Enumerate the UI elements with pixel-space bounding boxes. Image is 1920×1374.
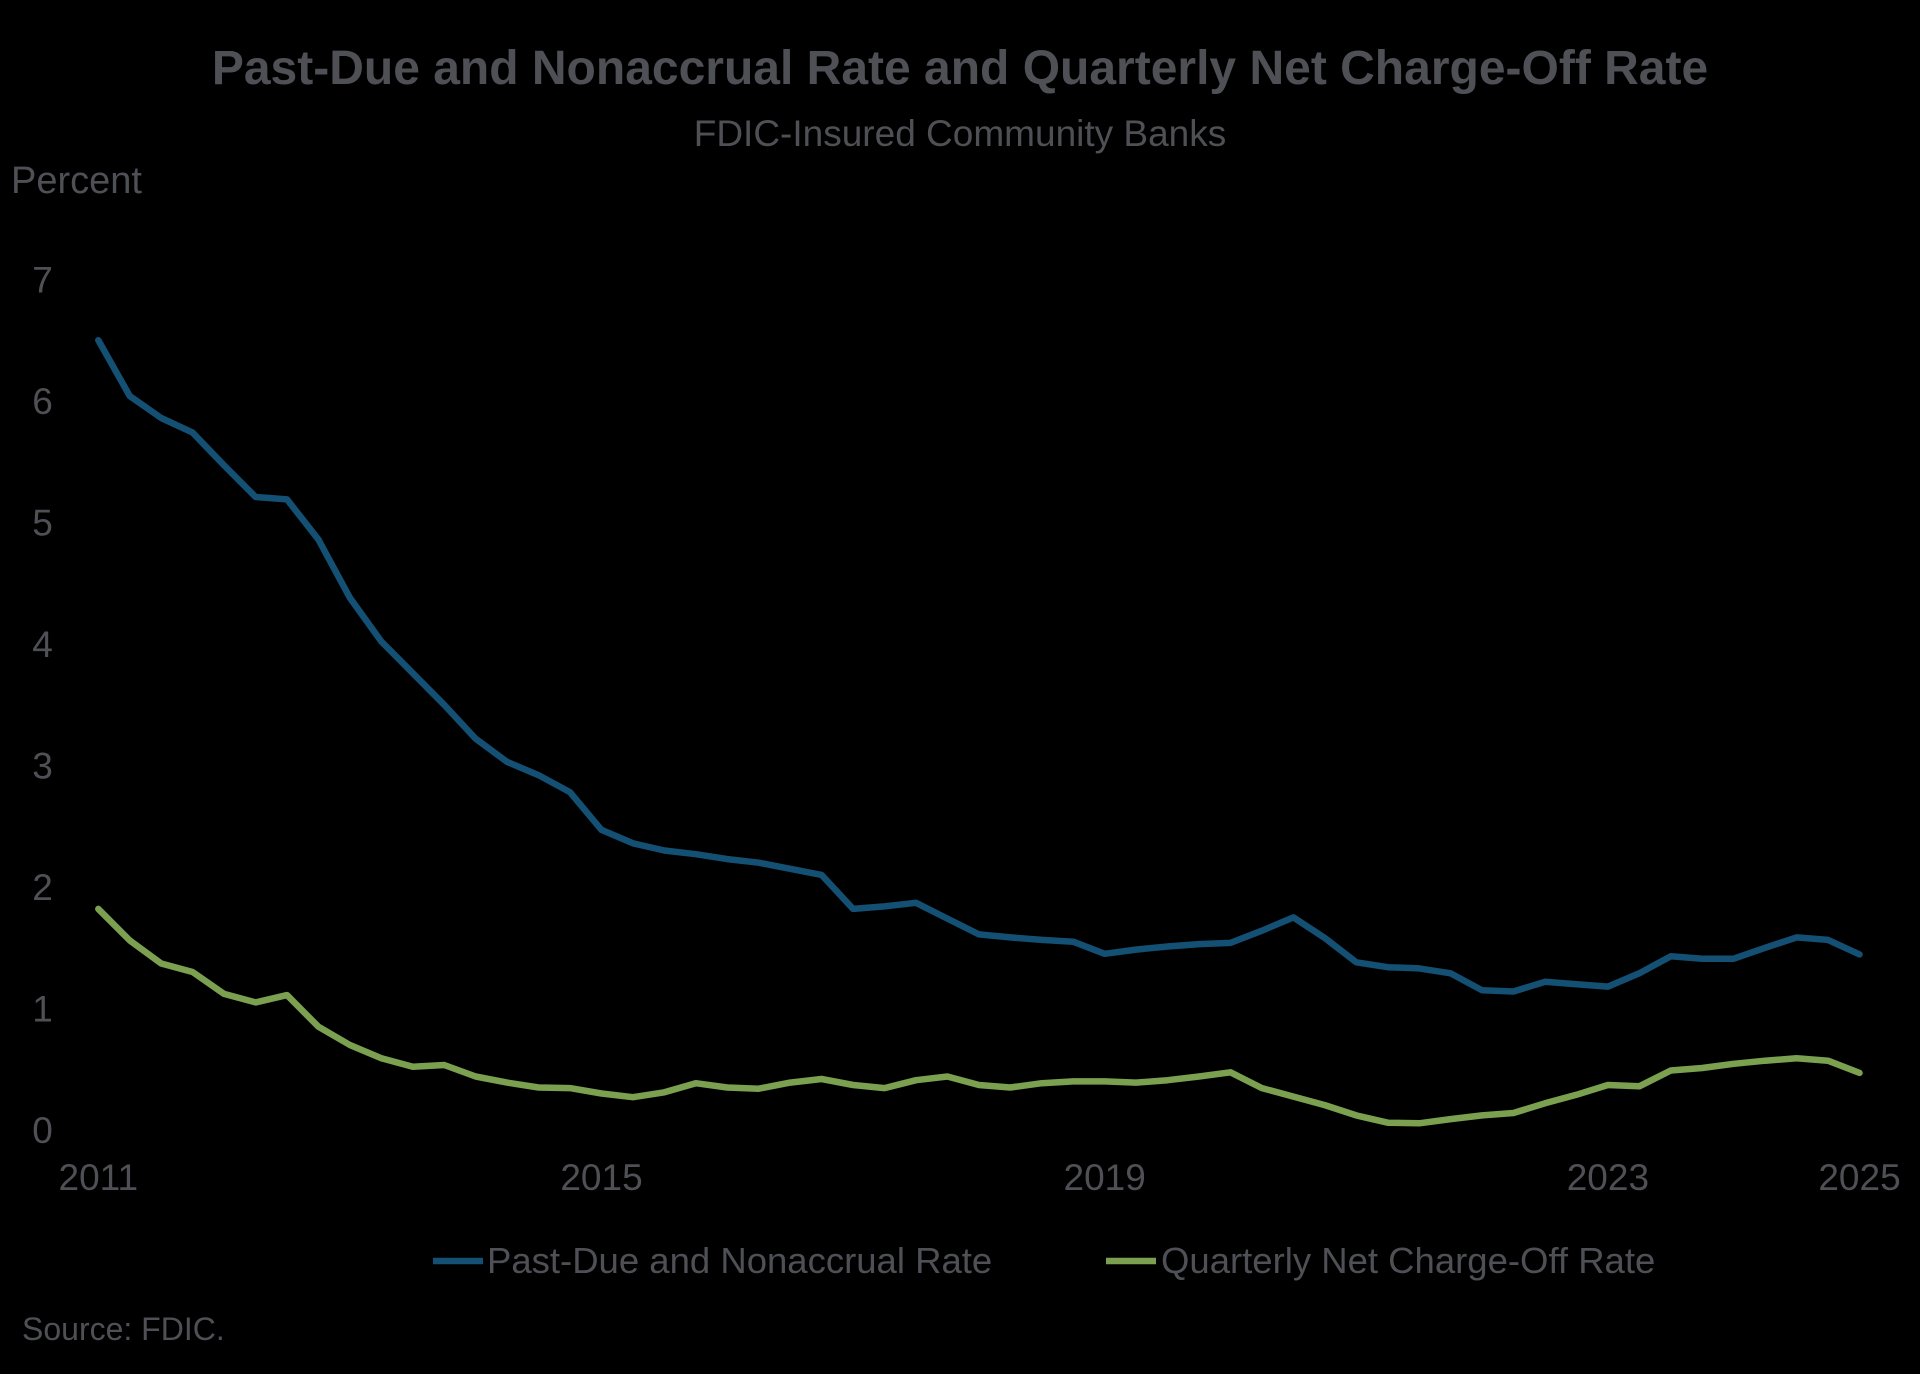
- svg-text:2011: 2011: [59, 1157, 139, 1198]
- svg-text:Percent: Percent: [11, 160, 142, 202]
- svg-text:6: 6: [32, 381, 53, 422]
- svg-text:3: 3: [32, 746, 53, 787]
- svg-text:7: 7: [32, 260, 53, 301]
- svg-text:0: 0: [32, 1110, 53, 1151]
- svg-text:FDIC-Insured Community Banks: FDIC-Insured Community Banks: [694, 113, 1227, 154]
- svg-text:2023: 2023: [1567, 1157, 1649, 1198]
- svg-text:1: 1: [32, 989, 53, 1030]
- svg-text:Quarterly Net Charge-Off Rate: Quarterly Net Charge-Off Rate: [1161, 1240, 1655, 1281]
- svg-text:2019: 2019: [1064, 1157, 1146, 1198]
- svg-text:2025: 2025: [1818, 1157, 1900, 1198]
- svg-text:2015: 2015: [560, 1157, 642, 1198]
- svg-text:2: 2: [32, 867, 53, 908]
- svg-text:5: 5: [32, 503, 53, 544]
- svg-text:Source: FDIC.: Source: FDIC.: [22, 1311, 225, 1347]
- svg-text:Past-Due and Nonaccrual Rate: Past-Due and Nonaccrual Rate: [487, 1240, 992, 1281]
- svg-text:Past-Due and Nonaccrual Rate a: Past-Due and Nonaccrual Rate and Quarter…: [212, 42, 1708, 95]
- svg-text:4: 4: [32, 624, 53, 665]
